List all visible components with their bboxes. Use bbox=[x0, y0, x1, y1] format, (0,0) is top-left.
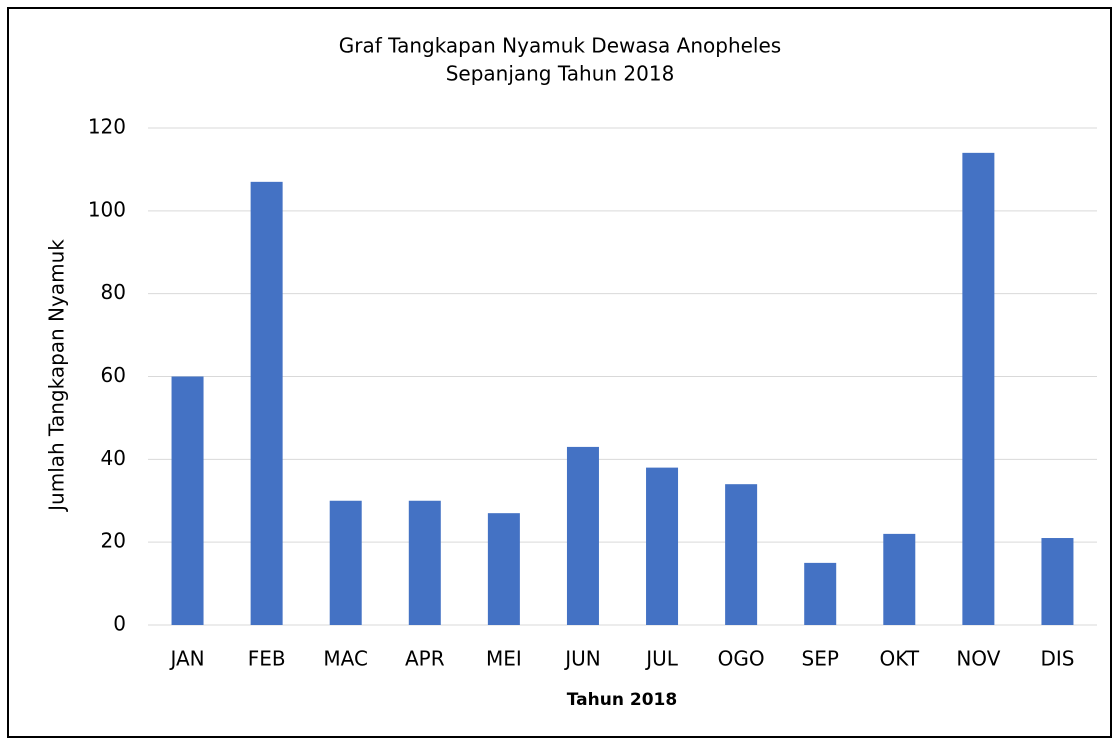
x-tick-label: APR bbox=[405, 647, 445, 671]
bar bbox=[725, 484, 758, 625]
x-tick-label: SEP bbox=[802, 647, 839, 671]
x-tick-label: NOV bbox=[956, 647, 1000, 671]
x-tick-label: FEB bbox=[248, 647, 286, 671]
bar bbox=[883, 533, 916, 625]
y-axis-title: Jumlah Tangkapan Nyamuk bbox=[45, 239, 69, 513]
x-tick-label: MEI bbox=[486, 647, 522, 671]
chart-title: Graf Tangkapan Nyamuk Dewasa Anopheles bbox=[339, 34, 781, 58]
x-tick-label: MAC bbox=[323, 647, 368, 671]
bar bbox=[566, 446, 599, 625]
bar bbox=[962, 152, 995, 625]
bar bbox=[171, 376, 204, 625]
bar bbox=[250, 181, 283, 625]
bar bbox=[408, 500, 441, 625]
chart-border bbox=[7, 7, 1112, 738]
y-tick-label: 60 bbox=[101, 363, 126, 387]
y-tick-label: 100 bbox=[88, 197, 126, 221]
y-tick-label: 80 bbox=[101, 280, 126, 304]
x-tick-label: OKT bbox=[880, 647, 920, 671]
bar bbox=[329, 500, 362, 625]
x-tick-label: JUN bbox=[563, 647, 601, 671]
x-tick-label: JAN bbox=[168, 647, 204, 671]
bar bbox=[646, 467, 679, 625]
chart-title: Sepanjang Tahun 2018 bbox=[446, 62, 675, 86]
y-tick-label: 120 bbox=[88, 115, 126, 139]
y-tick-label: 20 bbox=[101, 529, 126, 553]
x-axis-title: Tahun 2018 bbox=[567, 690, 677, 710]
x-tick-label: OGO bbox=[718, 647, 765, 671]
bar bbox=[1041, 538, 1074, 625]
x-tick-label: JUL bbox=[644, 647, 679, 671]
y-tick-label: 0 bbox=[113, 612, 126, 636]
y-tick-label: 40 bbox=[101, 446, 126, 470]
bar bbox=[804, 562, 837, 625]
x-tick-label: DIS bbox=[1040, 647, 1074, 671]
bar bbox=[487, 513, 520, 625]
